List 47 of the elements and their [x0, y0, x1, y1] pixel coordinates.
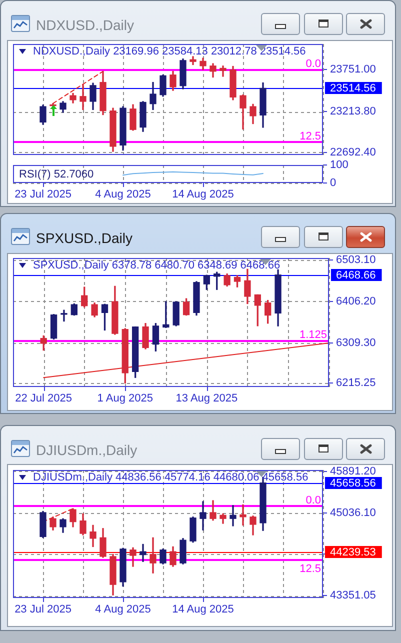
candlestick	[200, 501, 206, 530]
x-tick-label: 23 Jul 2025	[14, 188, 72, 201]
chart-subtitle: NDXUSD.,Daily 23169.96 23584.13 23012.78 23514.56	[33, 46, 306, 58]
chart-title: NDXUSD.,Daily	[36, 17, 134, 34]
x-tick-label: 1 Aug 2025	[97, 392, 153, 405]
annotation: 0.0	[306, 58, 321, 70]
y-tick-label: 22692.40	[330, 146, 376, 158]
candlestick	[230, 505, 236, 526]
x-tick-label: 23 Jul 2025	[14, 604, 72, 616]
chart-title: DJIUSDm.,Daily	[36, 442, 138, 459]
chart-subtitle: SPXUSD.,Daily 6378.78 6480.70 6348.69 6468.66	[33, 260, 280, 272]
chart-title: SPXUSD.,Daily	[36, 230, 132, 247]
annotation: 0.0	[306, 494, 321, 506]
candlestick	[60, 310, 68, 322]
y-tick-label: 6309.30	[336, 336, 376, 349]
y-tick-label: 45036.10	[330, 507, 376, 520]
ref-line-label: 44239.53	[330, 546, 376, 559]
x-tick-label: 14 Aug 2025	[172, 604, 234, 616]
y-tick-label: 6406.20	[336, 296, 376, 308]
annotation: 12.5	[300, 562, 321, 575]
candlestick	[220, 66, 226, 77]
annotation: 12.5	[300, 130, 321, 142]
candlestick	[240, 504, 246, 526]
ref-line-label: 23514.56	[330, 82, 376, 95]
chart-title: RSI(7) 52.7060	[19, 168, 94, 181]
candlestick	[80, 84, 86, 110]
y-tick-label: 6503.10	[336, 254, 376, 266]
x-tick-label: 13 Aug 2025	[176, 392, 238, 405]
y-tick-label: 100	[330, 159, 348, 172]
x-tick-label: 22 Jul 2025	[15, 392, 72, 405]
x-tick-label: 14 Aug 2025	[172, 188, 234, 201]
y-tick-label: 23751.00	[330, 64, 376, 76]
chart-window: DJIUSDm.,Daily 23 Jul 2025 4 Aug 2025 14 Aug 2025 45891.20 45036.10 43351.05 DJIUSDm.,Daily 44836.56 45774.16 44680.06 45658.56 0.0 12.5 44239.53 45658.56	[0, 425, 396, 631]
candlestick	[140, 544, 146, 562]
y-tick-label: 23213.80	[330, 106, 376, 118]
y-tick-label: 43351.05	[330, 590, 376, 602]
annotation: 1.125	[299, 328, 327, 341]
chart-subtitle: DJIUSDm.,Daily 44836.56 45774.16 44680.06 45658.56	[33, 472, 308, 484]
x-tick-label: 4 Aug 2025	[95, 604, 151, 616]
chart-window: SPXUSD.,Daily 22 Jul 2025 1 Aug 2025 13 Aug 2025 6503.10 6406.20 6309.30 6215.25 SPXUSD.,Daily 6378.78 6480.70 6348.69 6468.66 1.125 6468.66	[0, 213, 396, 414]
x-tick-label: 4 Aug 2025	[95, 188, 151, 201]
ref-line-label: 45658.56	[330, 478, 376, 490]
ref-line-label: 6468.66	[336, 270, 376, 282]
y-tick-label: 6215.25	[336, 377, 376, 390]
y-tick-label: 45891.20	[330, 465, 376, 478]
chart-window: NDXUSD.,Daily 23751.00 23213.80 22692.40 NDXUSD.,Daily 23169.96 23584.13 23012.78 23514.56 0.0 12.5 23514.56 23 Jul 2025 4 Aug 2025 14 Aug 2025 100 0 RSI(7) 52.7060	[0, 0, 396, 207]
y-tick-label: 0	[330, 177, 336, 190]
